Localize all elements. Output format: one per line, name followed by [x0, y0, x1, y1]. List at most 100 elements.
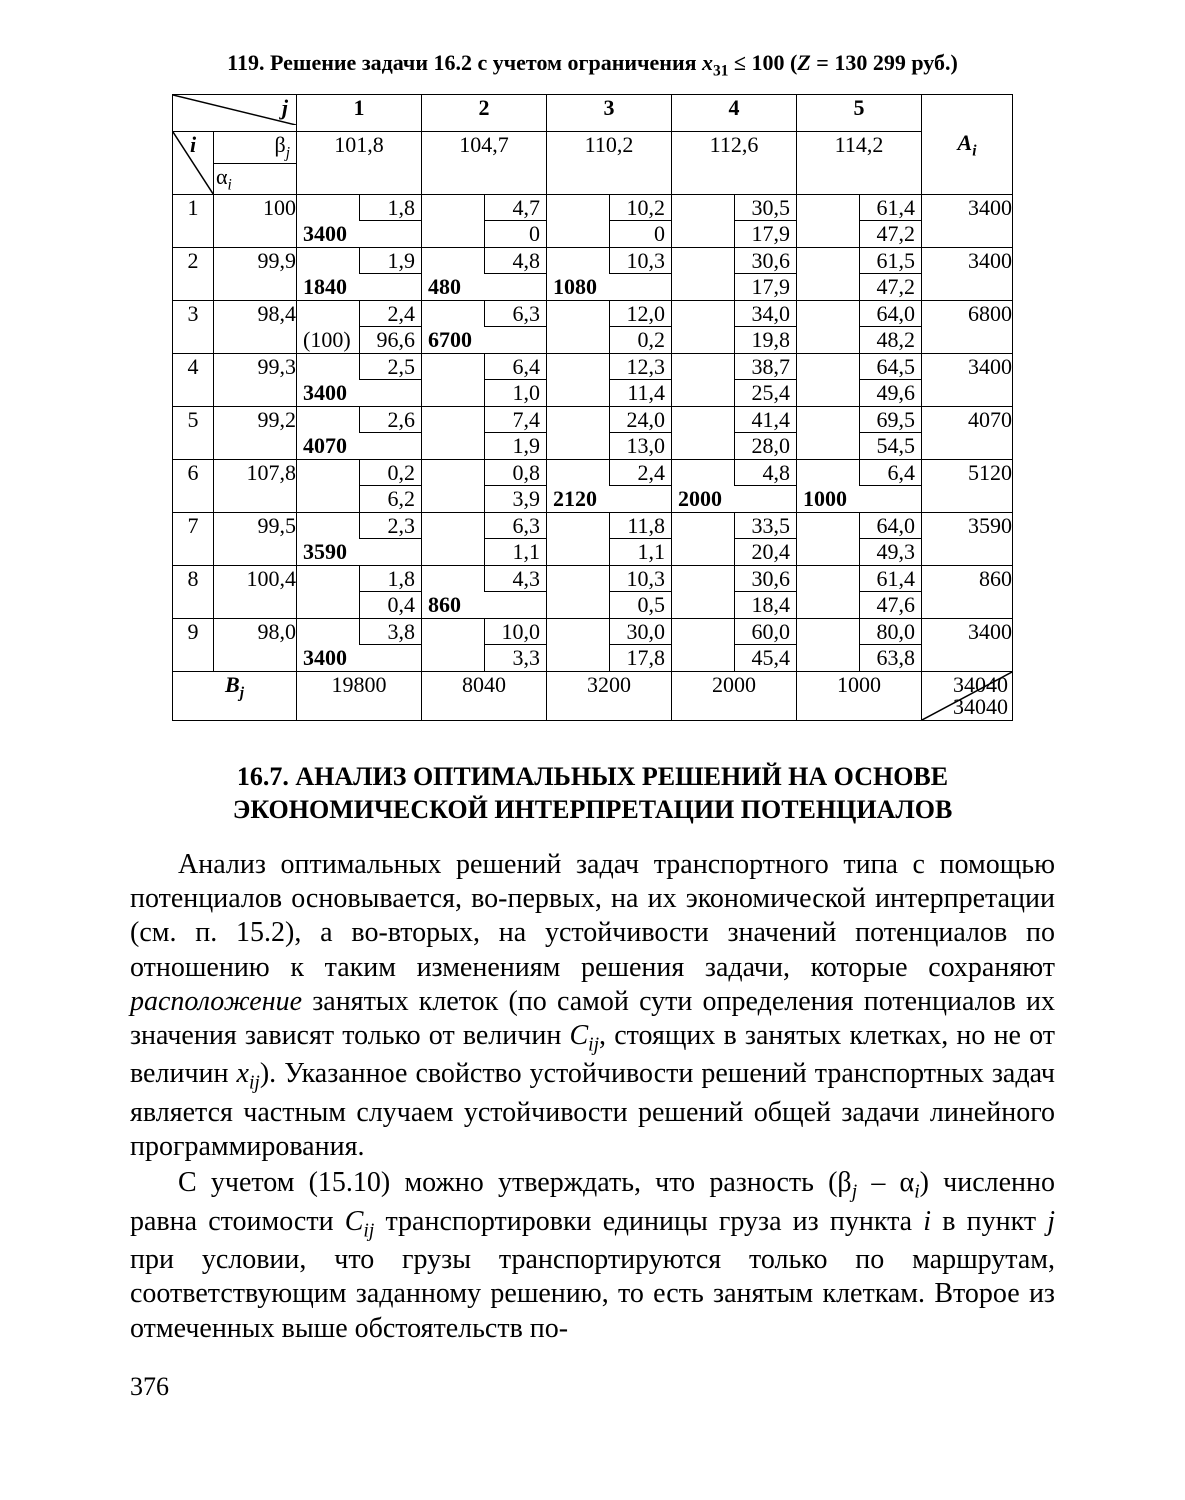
cell-cost: 30,0: [609, 619, 671, 645]
cell-cost: 30,5: [734, 195, 796, 221]
cell-cost: 2,6: [359, 407, 421, 433]
alpha-sym: α: [216, 164, 228, 189]
ai-value: 3590: [922, 513, 1013, 566]
alpha-sub: i: [228, 176, 232, 193]
cell-cost: 12,3: [609, 354, 671, 380]
data-cell: 30,017,8: [547, 619, 672, 672]
data-cell: 6,31,1: [422, 513, 547, 566]
data-cell: 61,447,6: [797, 566, 922, 619]
data-cell: 34,019,8: [672, 301, 797, 354]
cell-cost: 10,2: [609, 195, 671, 221]
p2-b: – α: [857, 1167, 914, 1198]
cell-allocation: 480: [422, 274, 484, 300]
p2-a: С учетом (15.10) можно утверждать, что р…: [178, 1167, 852, 1198]
data-cell: 64,549,6: [797, 354, 922, 407]
cell-allocation: [672, 592, 734, 618]
cell-allocation: [547, 592, 609, 618]
data-cell: 12,311,4: [547, 354, 672, 407]
cell-allocation: [547, 433, 609, 459]
caption-rest1: ≤ 100 (: [728, 50, 797, 75]
cell-cost: 10,0: [484, 619, 546, 645]
cell-allocation: [672, 433, 734, 459]
cell-evaluation: [609, 486, 671, 512]
col-num-3: 3: [547, 95, 672, 132]
bj-sub: j: [240, 685, 244, 702]
data-cell: 38,725,4: [672, 354, 797, 407]
bj-5: 1000: [797, 672, 922, 721]
cell-allocation: [547, 327, 609, 353]
corner-top: j: [173, 95, 297, 132]
cell-evaluation: 6,2: [359, 486, 421, 512]
cell-cost: 10,3: [609, 248, 671, 274]
cell-allocation: [672, 645, 734, 671]
cell-allocation: [672, 327, 734, 353]
bj-sym: B: [225, 672, 240, 697]
cell-allocation: [297, 592, 359, 618]
cell-evaluation: 49,3: [859, 539, 921, 565]
cell-cost: 1,8: [359, 195, 421, 221]
data-cell: 11,81,1: [547, 513, 672, 566]
data-cell: 30,517,9: [672, 195, 797, 248]
cell-allocation: [797, 327, 859, 353]
row-index: 4: [173, 354, 214, 407]
ai-value: 6800: [922, 301, 1013, 354]
p2-cij: C: [345, 1206, 364, 1237]
data-cell: 0,26,2: [297, 460, 422, 513]
cell-evaluation: 17,9: [734, 221, 796, 247]
cell-evaluation: 1,1: [609, 539, 671, 565]
cell-allocation: [672, 274, 734, 300]
cell-evaluation: [484, 327, 546, 353]
data-cell: 64,049,3: [797, 513, 922, 566]
cell-cost: 10,3: [609, 566, 671, 592]
cell-allocation: [797, 221, 859, 247]
alpha-value: 98,4: [214, 301, 297, 354]
data-cell: 60,045,4: [672, 619, 797, 672]
data-cell: 61,547,2: [797, 248, 922, 301]
data-cell: 80,063,8: [797, 619, 922, 672]
alpha-value: 107,8: [214, 460, 297, 513]
bj-4: 2000: [672, 672, 797, 721]
cell-allocation: 1840: [297, 274, 359, 300]
data-cell: 10,30,5: [547, 566, 672, 619]
cell-cost: 64,0: [859, 513, 921, 539]
p1-cij-sub: ij: [588, 1035, 599, 1056]
cell-evaluation: 19,8: [734, 327, 796, 353]
cell-allocation: [797, 380, 859, 406]
cell-allocation: [422, 433, 484, 459]
cell-evaluation: [359, 380, 421, 406]
j-label: j: [282, 95, 288, 121]
data-cell: 64,048,2: [797, 301, 922, 354]
data-cell: 1,91840: [297, 248, 422, 301]
ai-value: 4070: [922, 407, 1013, 460]
cell-cost: 4,8: [484, 248, 546, 274]
cell-cost: 6,4: [484, 354, 546, 380]
caption-sub: 31: [713, 62, 728, 79]
cell-evaluation: 13,0: [609, 433, 671, 459]
cell-evaluation: 1,9: [484, 433, 546, 459]
cell-allocation: [297, 486, 359, 512]
beta-3: 110,2: [547, 132, 672, 195]
cell-evaluation: 0: [609, 221, 671, 247]
cell-evaluation: 17,9: [734, 274, 796, 300]
paragraph-2: С учетом (15.10) можно утверждать, что р…: [130, 1166, 1055, 1345]
cell-allocation: [797, 592, 859, 618]
cell-allocation: 3400: [297, 380, 359, 406]
table-row: 998,03,8340010,03,330,017,860,045,480,06…: [173, 619, 1013, 672]
p2-d: транспортировки единицы груза из пункта: [374, 1206, 923, 1237]
p1-cij: C: [569, 1020, 588, 1051]
row-index: 7: [173, 513, 214, 566]
cell-cost: 1,9: [359, 248, 421, 274]
ai-value: 3400: [922, 195, 1013, 248]
cell-allocation: [797, 433, 859, 459]
table-row: 8100,41,80,44,386010,30,530,618,461,447,…: [173, 566, 1013, 619]
cell-evaluation: 96,6: [359, 327, 421, 353]
cell-cost: 0,2: [359, 460, 421, 486]
caption-zval: = 130 299 руб.): [811, 50, 958, 75]
cell-allocation: 6700: [422, 327, 484, 353]
cell-cost: 4,7: [484, 195, 546, 221]
data-cell: 61,447,2: [797, 195, 922, 248]
cell-evaluation: [484, 592, 546, 618]
header-row-1: j 1 2 3 4 5 Ai: [173, 95, 1013, 132]
cell-evaluation: 1,0: [484, 380, 546, 406]
cell-allocation: [422, 221, 484, 247]
